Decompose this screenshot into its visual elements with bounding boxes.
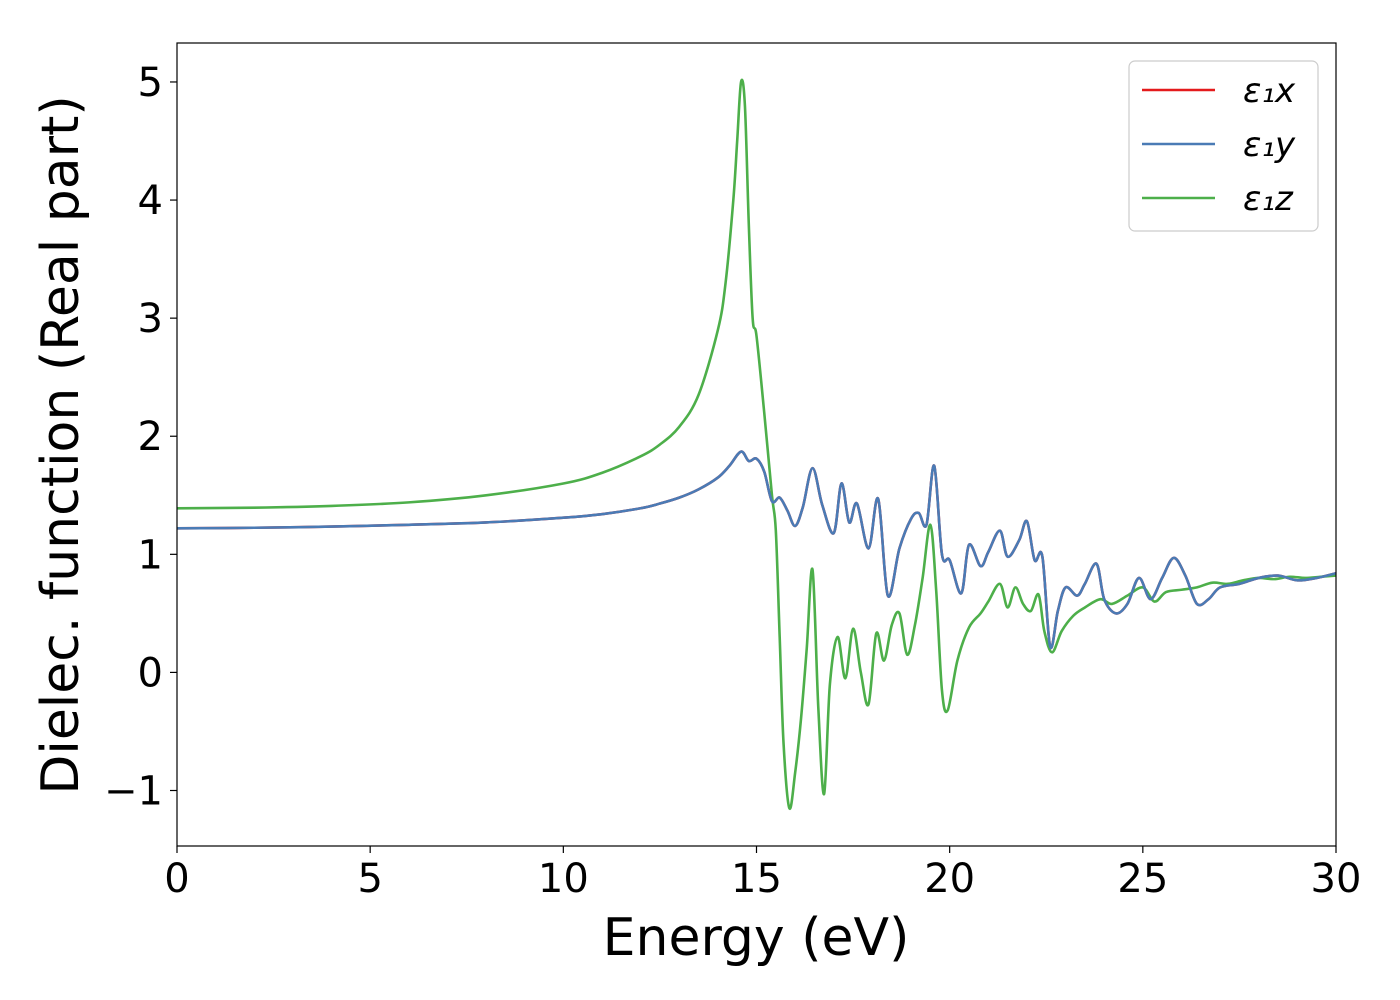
series-line-3 (177, 78, 1336, 811)
y-tick-label: 2 (138, 414, 163, 460)
y-tick-label: 4 (138, 178, 163, 224)
x-tick-label: 15 (731, 856, 782, 902)
y-axis: −1 0 1 2 3 4 5 (104, 60, 177, 814)
x-axis: 0 5 10 15 20 25 30 (164, 846, 1361, 902)
x-tick-label: 20 (924, 856, 975, 902)
y-tick-label: 5 (138, 60, 163, 106)
y-tick-label: −1 (104, 768, 163, 814)
legend: ε₁x ε₁y ε₁z (1128, 60, 1319, 232)
x-tick-label: 25 (1117, 856, 1168, 902)
y-tick-label: 1 (138, 532, 163, 578)
legend-box (1128, 60, 1319, 232)
legend-label-3: ε₁z (1243, 179, 1294, 219)
series-layer (177, 78, 1336, 811)
legend-items: ε₁x ε₁y ε₁z (1142, 71, 1296, 219)
legend-label-2: ε₁y (1243, 125, 1296, 165)
x-tick-label: 10 (538, 856, 589, 902)
x-tick-label: 30 (1311, 856, 1362, 902)
x-tick-label: 5 (357, 856, 382, 902)
x-tick-label: 0 (164, 856, 189, 902)
y-tick-label: 0 (138, 650, 163, 696)
legend-label-1: ε₁x (1243, 71, 1296, 111)
y-axis-label: Dielec. function (Real part) (31, 95, 91, 794)
y-tick-label: 3 (138, 296, 163, 342)
series-line-2 (177, 450, 1336, 650)
x-axis-label: Energy (eV) (603, 908, 910, 968)
